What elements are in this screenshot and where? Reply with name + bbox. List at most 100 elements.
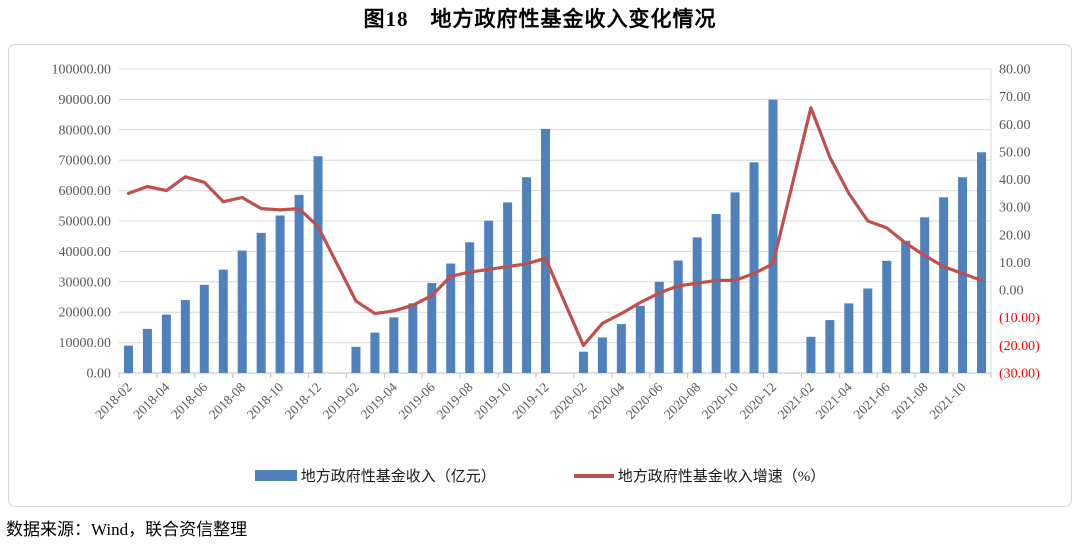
x-axis-label: 2021-02	[775, 380, 817, 422]
right-axis-label: (30.00)	[999, 367, 1040, 382]
left-axis-label: 100000.00	[52, 63, 112, 78]
right-axis-label: 30.00	[999, 201, 1031, 216]
revenue-bar	[218, 269, 228, 373]
right-axis-label: 20.00	[999, 228, 1031, 243]
revenue-bar	[901, 240, 911, 373]
revenue-bar	[692, 237, 702, 373]
x-axis-label: 2018-06	[168, 379, 211, 422]
right-axis-label: 40.00	[999, 173, 1031, 188]
chart-frame: 100000.00 90000.00 80000.00 70000.00 60000.0…	[8, 44, 1072, 507]
left-axis-label: 40000.00	[59, 245, 112, 260]
right-axis-label: 60.00	[999, 118, 1031, 133]
x-axis-label: 2018-02	[92, 380, 134, 422]
x-axis-label: 2018-08	[206, 379, 249, 422]
revenue-bar	[161, 314, 171, 373]
left-axis-label: 90000.00	[59, 93, 112, 108]
revenue-bar	[522, 177, 532, 373]
x-axis-label: 2020-12	[737, 380, 779, 422]
revenue-bar	[446, 263, 456, 373]
x-axis-label: 2021-08	[888, 379, 931, 422]
right-axis-label: 80.00	[999, 63, 1031, 78]
revenue-bar	[294, 194, 304, 373]
x-axis-label: 2020-02	[547, 380, 589, 422]
x-axis-label: 2019-06	[395, 379, 438, 422]
revenue-bar	[578, 351, 588, 373]
legend-label-revenue: 地方政府性基金收入（亿元）	[300, 469, 496, 485]
revenue-bar	[180, 300, 190, 373]
chart-title: 图18 地方政府性基金收入变化情况	[363, 7, 717, 31]
x-axis-label: 2020-06	[623, 379, 666, 422]
x-axis-label: 2019-12	[509, 380, 551, 422]
chart-canvas: 100000.00 90000.00 80000.00 70000.00 60000.0…	[52, 63, 1041, 422]
left-axis-label: 50000.00	[59, 215, 112, 230]
left-axis-label: 30000.00	[59, 275, 112, 290]
x-axis-label: 2019-02	[320, 380, 362, 422]
revenue-bar	[199, 284, 209, 373]
right-axis-label: 0.00	[999, 284, 1024, 299]
right-axis-label: 50.00	[999, 145, 1031, 160]
revenue-bar	[654, 281, 664, 373]
revenue-bar	[730, 192, 740, 373]
data-source-note: 数据来源：Wind，联合资信整理	[6, 520, 248, 539]
line-series-swatch	[573, 473, 614, 478]
revenue-bar	[977, 152, 987, 373]
revenue-bar	[370, 332, 380, 373]
revenue-bar	[237, 250, 247, 373]
revenue-bar	[597, 337, 607, 373]
revenue-bar	[142, 328, 152, 373]
bar-series-swatch	[254, 470, 297, 481]
revenue-bar	[749, 162, 759, 373]
revenue-bar	[503, 202, 513, 373]
revenue-bar	[711, 214, 721, 373]
revenue-bar	[408, 303, 418, 373]
revenue-bar	[313, 156, 323, 373]
left-axis-label: 10000.00	[59, 336, 112, 351]
revenue-bar	[920, 217, 930, 373]
revenue-bar	[275, 215, 285, 373]
revenue-bar	[844, 303, 854, 373]
revenue-bar	[673, 260, 683, 373]
revenue-bar	[863, 288, 873, 373]
revenue-bar	[123, 345, 133, 373]
x-axis-label: 2019-04	[358, 379, 401, 422]
revenue-bar	[465, 242, 475, 373]
revenue-bar	[256, 232, 266, 373]
revenue-bar	[768, 99, 778, 374]
legend-item-revenue: 地方政府性基金收入（亿元）	[254, 465, 496, 486]
x-axis-label: 2020-10	[699, 379, 742, 422]
revenue-bar	[939, 197, 949, 373]
right-axis-label: 70.00	[999, 90, 1031, 105]
revenue-bar	[427, 283, 437, 373]
left-axis-label: 80000.00	[59, 123, 112, 138]
right-axis-label: (10.00)	[999, 311, 1040, 326]
x-axis-label: 2021-06	[850, 379, 893, 422]
revenue-bar	[882, 260, 892, 373]
x-axis-label: 2021-04	[813, 379, 856, 422]
x-axis-label: 2018-10	[244, 379, 287, 422]
left-axis-label: 0.00	[87, 367, 112, 382]
x-axis-label: 2018-04	[130, 379, 173, 422]
revenue-bar	[825, 320, 835, 373]
legend-label-growth: 地方政府性基金收入增速（%）	[617, 469, 826, 485]
revenue-bar	[351, 346, 361, 373]
x-axis-label: 2021-10	[926, 379, 969, 422]
left-axis-label: 60000.00	[59, 184, 112, 199]
chart-legend: 地方政府性基金收入（亿元） 地方政府性基金收入增速（%）	[9, 465, 1071, 486]
right-axis-label: (20.00)	[999, 339, 1040, 354]
x-axis-label: 2019-08	[433, 379, 476, 422]
x-axis-label: 2018-12	[282, 380, 324, 422]
revenue-bar	[541, 128, 551, 373]
left-axis-label: 70000.00	[59, 154, 112, 169]
revenue-bar	[635, 305, 645, 373]
revenue-bar	[806, 336, 816, 373]
revenue-bar	[389, 317, 399, 373]
right-axis-label: 10.00	[999, 256, 1031, 271]
x-axis-label: 2019-10	[471, 379, 514, 422]
growth-line	[126, 106, 984, 347]
revenue-bar	[484, 220, 494, 373]
legend-item-growth: 地方政府性基金收入增速（%）	[573, 465, 826, 486]
x-axis-label: 2020-08	[661, 379, 704, 422]
left-axis-label: 20000.00	[59, 306, 112, 321]
revenue-bar	[616, 324, 626, 373]
